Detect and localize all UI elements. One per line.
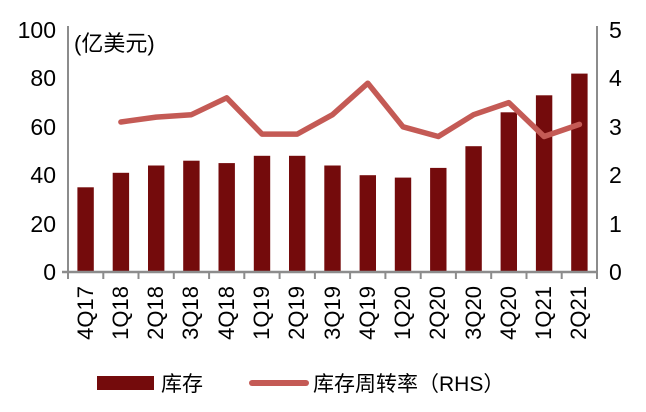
x-axis-ticks-group [67, 272, 598, 279]
legend: 库存 库存周转率（RHS） [97, 371, 505, 396]
bar-2Q18 [148, 165, 165, 273]
legend-line-label: 库存周转率（RHS） [313, 373, 505, 396]
legend-bar-label: 库存 [161, 373, 203, 396]
bar-3Q18 [183, 160, 200, 273]
bar-3Q19 [324, 165, 341, 273]
bar-1Q19 [253, 155, 271, 273]
bar-2Q19 [289, 155, 306, 273]
legend-line-swatch [249, 380, 309, 386]
bar-4Q20 [500, 112, 517, 273]
bar-4Q17 [77, 187, 94, 273]
legend-bar-swatch [97, 376, 154, 390]
bar-4Q18 [218, 163, 235, 273]
bar-3Q20 [465, 146, 482, 273]
bar-1Q18 [112, 172, 130, 273]
bar-4Q19 [359, 175, 376, 273]
bar-1Q21 [535, 95, 553, 273]
bar-series-group [77, 73, 588, 273]
y-axis-unit-label: (亿美元) [74, 31, 155, 56]
line-series [118, 80, 583, 140]
bar-2Q21 [571, 73, 588, 273]
bar-2Q20 [430, 167, 447, 273]
bar-1Q20 [394, 177, 412, 273]
